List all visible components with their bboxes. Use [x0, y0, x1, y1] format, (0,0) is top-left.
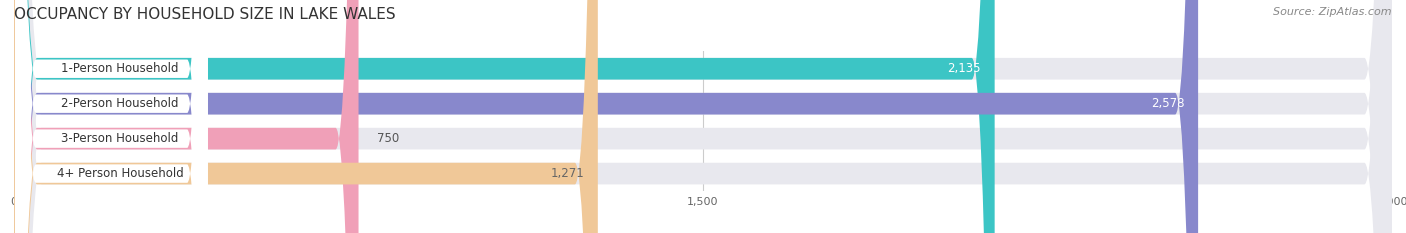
Text: Source: ZipAtlas.com: Source: ZipAtlas.com [1274, 7, 1392, 17]
FancyBboxPatch shape [14, 0, 598, 233]
Text: OCCUPANCY BY HOUSEHOLD SIZE IN LAKE WALES: OCCUPANCY BY HOUSEHOLD SIZE IN LAKE WALE… [14, 7, 395, 22]
FancyBboxPatch shape [15, 0, 208, 233]
Text: 1-Person Household: 1-Person Household [62, 62, 179, 75]
FancyBboxPatch shape [14, 0, 1392, 233]
FancyBboxPatch shape [14, 0, 994, 233]
FancyBboxPatch shape [14, 0, 1392, 233]
Text: 2-Person Household: 2-Person Household [62, 97, 179, 110]
FancyBboxPatch shape [14, 0, 1392, 233]
FancyBboxPatch shape [15, 0, 208, 233]
FancyBboxPatch shape [14, 0, 359, 233]
FancyBboxPatch shape [15, 0, 208, 233]
FancyBboxPatch shape [14, 0, 1198, 233]
Text: 750: 750 [377, 132, 399, 145]
Text: 3-Person Household: 3-Person Household [62, 132, 179, 145]
FancyBboxPatch shape [15, 0, 208, 233]
Text: 2,135: 2,135 [948, 62, 981, 75]
Text: 1,271: 1,271 [550, 167, 583, 180]
Text: 2,578: 2,578 [1152, 97, 1184, 110]
FancyBboxPatch shape [14, 0, 1392, 233]
Text: 4+ Person Household: 4+ Person Household [56, 167, 184, 180]
